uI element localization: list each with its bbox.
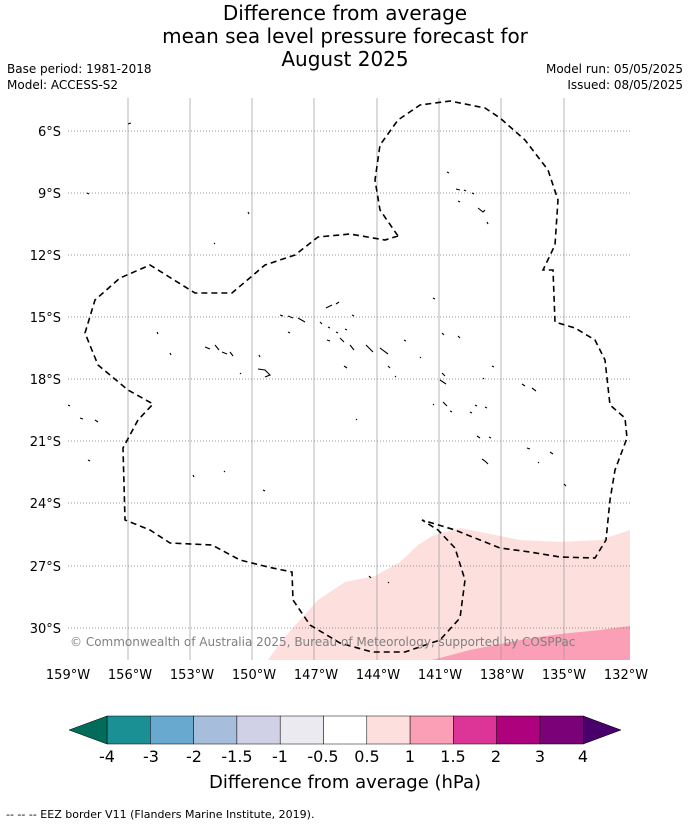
lat-label-6s: 6°S <box>38 125 61 140</box>
lat-label-27s: 27°S <box>30 560 61 575</box>
colorbar-segment <box>106 715 151 745</box>
colorbar-ticks: -4 -3 -2 -1.5 -1 -0.5 0.5 1 1.5 2 3 4 <box>99 747 588 766</box>
colorbar-segment <box>193 715 238 745</box>
colorbar-tick: 4 <box>578 747 588 766</box>
lat-labels: 6°S 9°S 12°S 15°S 18°S 21°S 24°S 27°S 30… <box>30 125 61 637</box>
colorbar-tick: 1.5 <box>440 747 465 766</box>
issued-date: Issued: 08/05/2025 <box>567 78 683 92</box>
colorbar-tick: 2 <box>491 747 501 766</box>
islands <box>68 122 567 584</box>
colorbar-tick: -1 <box>272 747 288 766</box>
lon-label-135w: 135°W <box>542 668 586 683</box>
lat-label-24s: 24°S <box>30 497 61 512</box>
colorbar-tick: -2 <box>186 747 202 766</box>
lat-label-18s: 18°S <box>30 373 61 388</box>
colorbar-tick: 0.5 <box>354 747 379 766</box>
lon-label-156w: 156°W <box>108 668 152 683</box>
colorbar-segment <box>453 715 497 745</box>
colorbar-segment <box>539 715 584 745</box>
anomaly-region-0.5-1 <box>268 528 630 660</box>
lat-label-12s: 12°S <box>30 249 61 264</box>
colorbar-under-arrow <box>68 715 108 745</box>
lat-label-15s: 15°S <box>30 311 61 326</box>
lon-labels: 159°W 156°W 153°W 150°W 147°W 144°W 141°… <box>46 668 648 683</box>
lat-label-21s: 21°S <box>30 435 61 450</box>
colorbar-segment <box>496 715 541 745</box>
lon-label-132w: 132°W <box>604 668 648 683</box>
model-run: Model run: 05/05/2025 <box>545 62 683 76</box>
colorbar-segment <box>236 715 281 745</box>
colorbar-tick: -4 <box>99 747 115 766</box>
colorbar-segment <box>409 715 454 745</box>
colorbar-segment <box>150 715 194 745</box>
lon-label-153w: 153°W <box>170 668 214 683</box>
colorbar-tick: -0.5 <box>307 747 338 766</box>
colorbar-segment <box>279 715 324 745</box>
anomaly-region-1-1.5 <box>432 626 630 660</box>
title-line-3: August 2025 <box>281 47 409 71</box>
lon-label-147w: 147°W <box>294 668 338 683</box>
lon-label-144w: 144°W <box>356 668 400 683</box>
eez-legend: -- -- -- EEZ border V11 (Flanders Marine… <box>6 808 315 821</box>
lat-label-30s: 30°S <box>30 622 61 637</box>
model-name: Model: ACCESS-S2 <box>7 78 119 92</box>
lat-gridlines <box>68 130 630 629</box>
lon-label-150w: 150°W <box>232 668 276 683</box>
eez-border-french-polynesia <box>84 100 628 653</box>
colorbar-tick: -3 <box>143 747 159 766</box>
copyright-notice: © Commonwealth of Australia 2025, Bureau… <box>70 635 575 649</box>
lon-label-159w: 159°W <box>46 668 90 683</box>
lon-label-141w: 141°W <box>418 668 462 683</box>
colorbar-tick: -1.5 <box>221 747 252 766</box>
lat-label-9s: 9°S <box>38 187 61 202</box>
colorbar-segment <box>323 715 368 745</box>
colorbar-segment <box>366 715 411 745</box>
eez-borders <box>84 100 628 653</box>
base-period: Base period: 1981-2018 <box>7 62 152 76</box>
colorbar <box>68 715 622 745</box>
colorbar-tick: 3 <box>535 747 545 766</box>
title-line-2: mean sea level pressure forecast for <box>162 24 528 48</box>
colorbar-label: Difference from average (hPa) <box>209 772 481 793</box>
lon-label-138w: 138°W <box>480 668 524 683</box>
colorbar-over-arrow <box>583 715 622 745</box>
title-line-1: Difference from average <box>222 1 468 25</box>
colorbar-tick: 1 <box>405 747 415 766</box>
